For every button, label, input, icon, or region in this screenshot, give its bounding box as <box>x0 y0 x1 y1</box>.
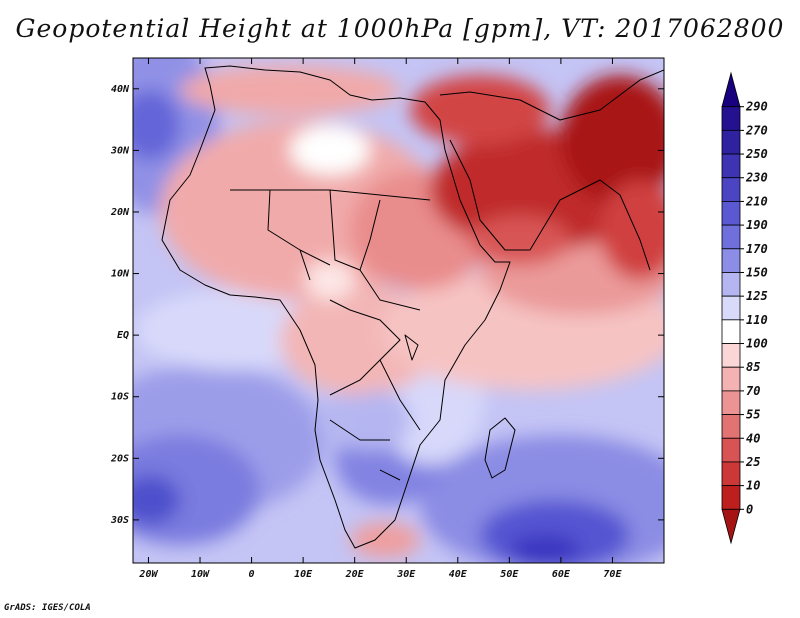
colorbar-label: 290 <box>745 100 768 114</box>
lon-label: 10E <box>294 569 313 580</box>
lon-label: 60E <box>552 569 571 580</box>
field-blob <box>600 180 664 280</box>
field-blob <box>470 215 570 265</box>
colorbar-swatch <box>721 319 741 344</box>
map-title: Geopotential Height at 1000hPa [gpm], VT… <box>15 14 785 43</box>
field-blob <box>133 475 180 525</box>
colorbar-swatch <box>721 508 741 545</box>
lat-label: 10N <box>111 269 130 280</box>
colorbar-label: 100 <box>746 337 768 351</box>
lon-label: 70E <box>603 569 622 580</box>
field-blob <box>560 75 664 205</box>
colorbar-label: 25 <box>745 455 760 469</box>
field-blob <box>305 260 355 300</box>
lat-label: 20N <box>110 207 130 218</box>
lon-label: 20W <box>138 569 158 580</box>
lon-label: 10W <box>191 569 210 580</box>
colorbar-swatch <box>721 106 741 131</box>
colorbar-swatch <box>721 129 741 155</box>
colorbar-label: 170 <box>746 242 768 256</box>
colorbar-swatch <box>721 177 741 202</box>
colorbar-swatch <box>721 272 741 297</box>
colorbar-swatch <box>721 390 741 415</box>
colorbar-label: 190 <box>746 218 768 232</box>
grads-credit: GrADS: IGES/COLA <box>4 603 91 613</box>
colorbar-swatch <box>721 437 741 463</box>
geopotential-field <box>133 58 664 563</box>
colorbar-swatch <box>721 414 741 439</box>
colorbar-swatch <box>721 71 741 108</box>
colorbar: 2902702502302101901701501251101008570554… <box>721 71 768 545</box>
colorbar-swatch <box>721 153 741 179</box>
colorbar-label: 110 <box>746 313 768 327</box>
asia-coastline <box>439 69 664 121</box>
colorbar-swatch <box>721 248 741 273</box>
field-blob <box>180 65 400 115</box>
colorbar-swatch <box>721 485 741 510</box>
colorbar-swatch <box>721 461 741 487</box>
colorbar-swatch <box>721 343 741 368</box>
field-blob <box>510 535 580 563</box>
lake-victoria <box>404 334 419 361</box>
lat-label: 30S <box>110 515 129 526</box>
colorbar-label: 85 <box>746 360 760 374</box>
lat-label: 10S <box>111 392 129 403</box>
lat-label: 20S <box>110 453 129 464</box>
coastlines <box>161 65 664 549</box>
colorbar-label: 70 <box>746 384 760 398</box>
colorbar-label: 250 <box>745 147 768 161</box>
madagascar-coastline <box>484 417 516 479</box>
lon-label: 40E <box>449 569 468 580</box>
colorbar-label: 0 <box>746 502 753 516</box>
longitude-axis: 20W 10W 0 10E 20E 30E 40E 50E 60E 70E <box>138 58 622 580</box>
field-blob <box>133 90 180 160</box>
lon-label: 50E <box>500 569 519 580</box>
arabia-coastline <box>449 139 651 271</box>
colorbar-swatch <box>721 295 741 321</box>
colorbar-label: 230 <box>745 171 768 185</box>
colorbar-swatch <box>721 201 741 226</box>
lat-label: 40N <box>111 84 130 95</box>
field-blob <box>135 290 325 370</box>
colorbar-label: 125 <box>746 289 768 303</box>
lon-label: 20E <box>345 569 365 580</box>
plot-frame <box>132 57 665 564</box>
colorbar-label: 270 <box>745 123 768 137</box>
country-borders <box>230 189 431 481</box>
colorbar-label: 150 <box>746 265 768 279</box>
lat-label: 30N <box>110 145 130 156</box>
field-blob <box>410 75 550 145</box>
field-blob <box>290 125 370 175</box>
colorbar-label: 55 <box>746 408 760 422</box>
colorbar-swatch <box>721 224 741 250</box>
colorbar-swatch <box>721 366 741 392</box>
latitude-axis: 40N 30N 20N 10N EQ 10S 20S 30S <box>110 84 664 526</box>
field-blob <box>350 390 410 450</box>
africa-coastline <box>161 65 511 549</box>
field-blob <box>133 435 260 545</box>
lon-label: 30E <box>396 569 416 580</box>
colorbar-label: 40 <box>746 431 760 445</box>
lat-label: EQ <box>117 330 129 341</box>
field-blob <box>350 522 420 558</box>
colorbar-label: 10 <box>746 479 760 493</box>
colorbar-label: 210 <box>745 194 768 208</box>
lon-label: 0 <box>249 569 255 580</box>
